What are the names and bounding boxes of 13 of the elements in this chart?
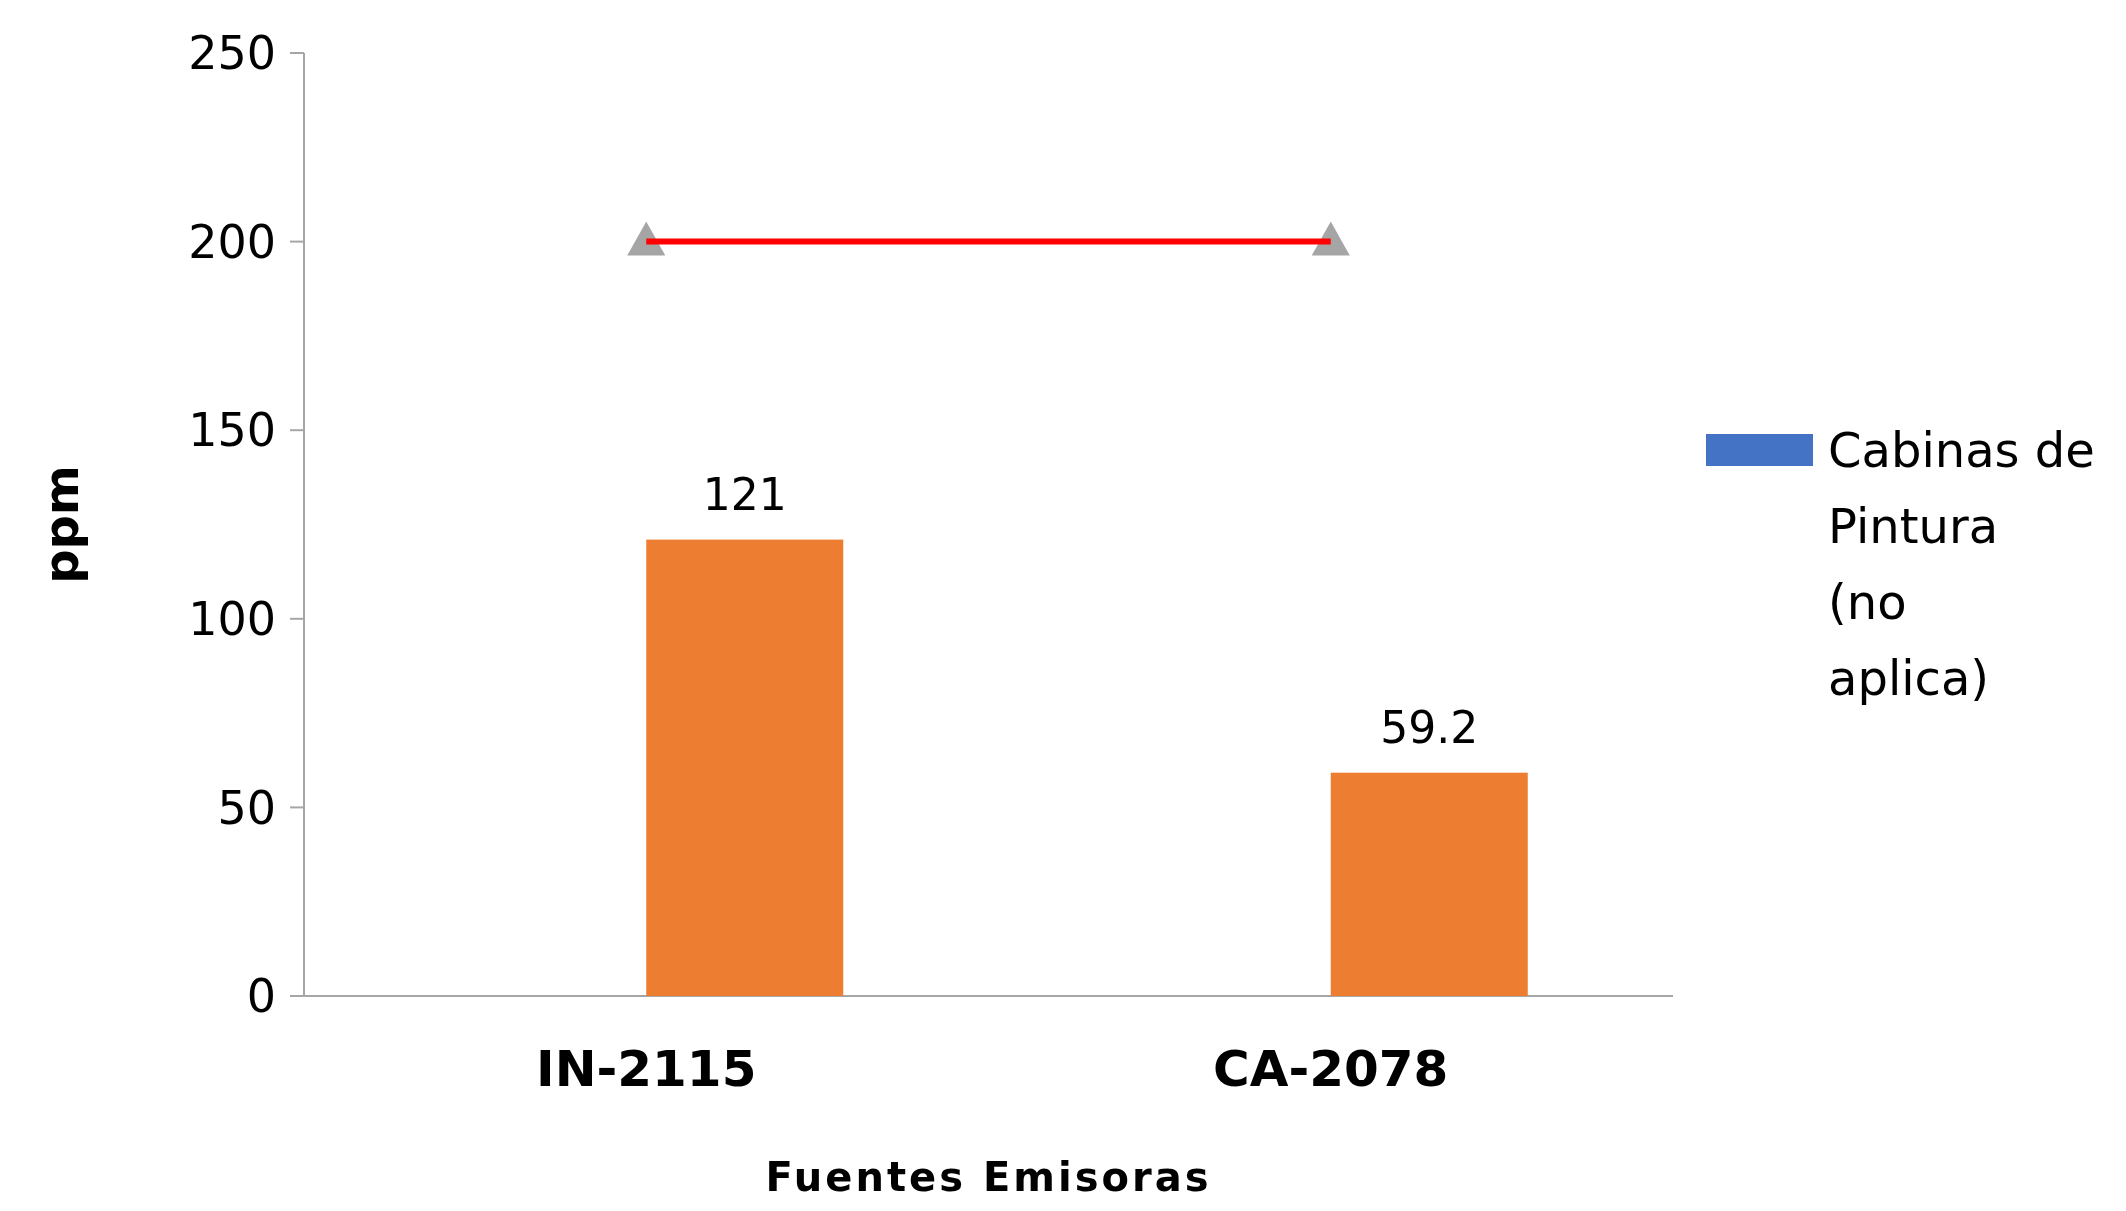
legend-label: Cabinas de Pintura (no aplica) xyxy=(1828,421,2095,706)
data-label: 59.2 xyxy=(1380,701,1479,753)
y-tick-label: 250 xyxy=(188,26,276,81)
x-tick-label: CA-2078 xyxy=(1213,1040,1449,1098)
data-label: 121 xyxy=(702,468,787,520)
y-tick-label: 0 xyxy=(246,969,276,1024)
y-tick-label: 200 xyxy=(188,214,276,269)
y-tick-label: 100 xyxy=(188,591,276,646)
x-tick-label: IN-2115 xyxy=(536,1040,757,1098)
y-tick-label: 50 xyxy=(217,780,276,835)
y-tick-label: 150 xyxy=(188,403,276,458)
x-axis-title: Fuentes Emisoras xyxy=(765,1154,1212,1200)
y-axis-title: ppm xyxy=(33,465,89,584)
